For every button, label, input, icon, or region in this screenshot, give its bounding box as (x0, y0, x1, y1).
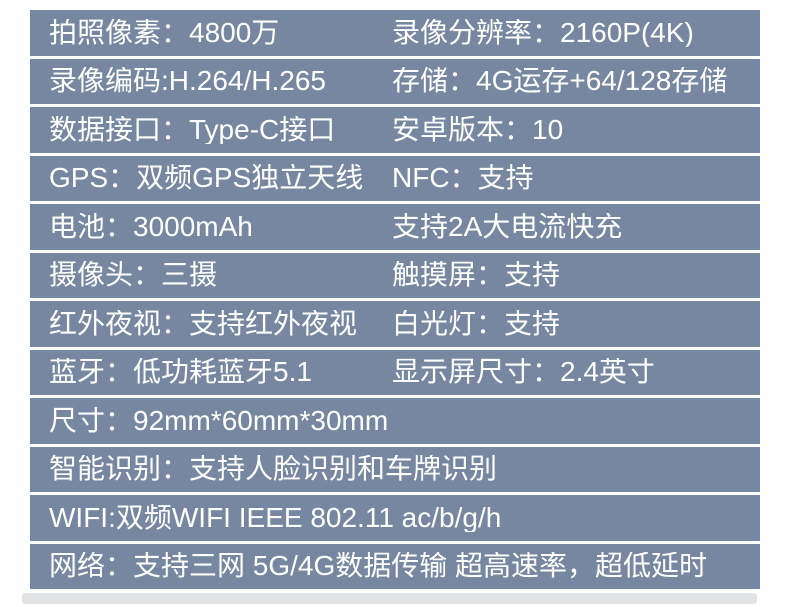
table-row-camera: 摄像头：三摄 触摸屏：支持 (30, 252, 760, 298)
spec-cell-right: 存储：4G运存+64/128存储 (392, 67, 728, 96)
spec-cell-right: NFC：支持 (392, 164, 534, 193)
table-row-video-codec: 录像编码:H.264/H.265 存储：4G运存+64/128存储 (30, 58, 760, 104)
bottom-shadow-strip (22, 593, 757, 604)
table-row-bluetooth: 蓝牙：低功耗蓝牙5.1 显示屏尺寸：2.4英寸 (30, 349, 760, 395)
spec-cell-left: 智能识别：支持人脸识别和车牌识别 (49, 455, 498, 484)
table-row-network: 网络：支持三网 5G/4G数据传输 超高速率，超低延时 (30, 543, 760, 589)
spec-cell-left: 尺寸：92mm*60mm*30mm (49, 406, 389, 435)
spec-cell-right: 支持2A大电流快充 (392, 212, 623, 241)
table-row-dimensions: 尺寸：92mm*60mm*30mm (30, 398, 760, 444)
table-row-wifi: WIFI:双频WIFI IEEE 802.11 ac/b/g/h (30, 495, 760, 541)
spec-cell-right: 安卓版本：10 (392, 115, 564, 144)
spec-cell-left: 电池：3000mAh (49, 212, 253, 241)
spec-cell-left: 网络：支持三网 5G/4G数据传输 超高速率，超低延时 (49, 552, 708, 581)
table-row-ai-recognition: 智能识别：支持人脸识别和车牌识别 (30, 446, 760, 492)
spec-cell-left: WIFI:双频WIFI IEEE 802.11 ac/b/g/h (49, 503, 502, 532)
spec-cell-right: 白光灯：支持 (392, 309, 561, 338)
spec-cell-left: 摄像头：三摄 (49, 261, 218, 290)
table-row-photo-pixels: 拍照像素：4800万 录像分辨率：2160P(4K) (30, 10, 760, 56)
spec-cell-right: 触摸屏：支持 (392, 261, 561, 290)
spec-cell-left: 数据接口：Type-C接口 (49, 115, 336, 144)
spec-cell-left: 蓝牙：低功耗蓝牙5.1 (49, 358, 312, 387)
spec-cell-left: GPS：双频GPS独立天线 (49, 164, 364, 193)
spec-table: 拍照像素：4800万 录像分辨率：2160P(4K) 录像编码:H.264/H.… (30, 10, 760, 589)
table-row-night-vision: 红外夜视：支持红外夜视 白光灯：支持 (30, 301, 760, 347)
table-row-gps: GPS：双频GPS独立天线 NFC：支持 (30, 155, 760, 201)
spec-cell-left: 拍照像素：4800万 (49, 18, 280, 47)
spec-cell-left: 红外夜视：支持红外夜视 (49, 309, 358, 338)
table-row-battery: 电池：3000mAh 支持2A大电流快充 (30, 204, 760, 250)
spec-cell-right: 录像分辨率：2160P(4K) (392, 18, 694, 47)
spec-cell-right: 显示屏尺寸：2.4英寸 (392, 358, 655, 387)
spec-cell-left: 录像编码:H.264/H.265 (49, 67, 326, 96)
table-row-data-port: 数据接口：Type-C接口 安卓版本：10 (30, 107, 760, 153)
